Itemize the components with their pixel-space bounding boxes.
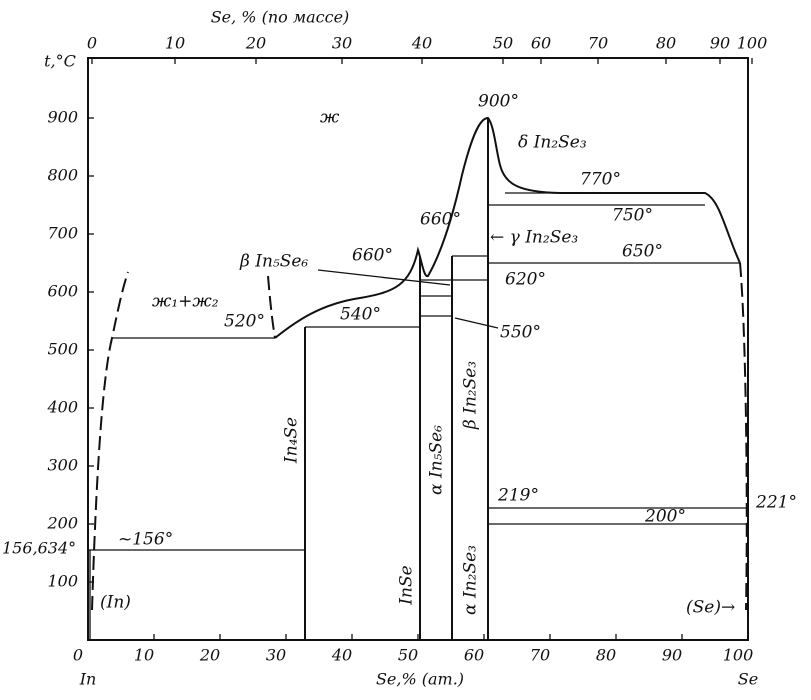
bottom-axis-title: Se,% (ат.) bbox=[376, 670, 464, 689]
label: 540° bbox=[340, 305, 381, 325]
top-tick-label: 80 bbox=[656, 34, 676, 53]
bottom-tick-label: 0 bbox=[73, 646, 83, 665]
label: ← γ In₂Se₃ bbox=[490, 228, 578, 248]
label: β In₅Se₆ bbox=[239, 252, 308, 272]
label: 660° bbox=[420, 210, 461, 230]
bottom-tick-label: 20 bbox=[199, 646, 220, 665]
top-tick-label: 20 bbox=[245, 34, 266, 53]
frame bbox=[87, 57, 749, 641]
label: InSe bbox=[397, 565, 417, 605]
label: ж bbox=[320, 108, 340, 128]
phase-lines bbox=[88, 116, 748, 640]
label: ~156° bbox=[118, 530, 173, 550]
labels: ж 900° δ In₂Se₃ 770° 750° 660° ← γ In₂Se… bbox=[2, 92, 797, 618]
label: α In₅Se₆ bbox=[427, 425, 447, 495]
left-axis-title: t,°C bbox=[44, 52, 76, 71]
label: 750° bbox=[612, 206, 653, 226]
bottom-tick-label: 30 bbox=[266, 646, 286, 665]
left-tick-label: 900 bbox=[47, 108, 78, 127]
left-end: In bbox=[79, 670, 97, 689]
bottom-tick-label: 10 bbox=[134, 646, 154, 665]
label: 900° bbox=[478, 92, 519, 112]
axes: Se, % (по массе) t,°C Se,% (ат.) In Se 0… bbox=[44, 8, 767, 689]
label: (In) bbox=[100, 593, 131, 613]
left-tick-label: 400 bbox=[46, 398, 78, 417]
bottom-tick-label: 60 bbox=[464, 646, 484, 665]
top-tick-label: 40 bbox=[411, 34, 432, 53]
bottom-tick-label: 90 bbox=[662, 646, 682, 665]
label: ж₁+ж₂ bbox=[152, 292, 219, 312]
label: δ In₂Se₃ bbox=[518, 133, 587, 153]
label: 650° bbox=[622, 242, 663, 262]
label: 200° bbox=[644, 507, 686, 527]
left-tick-label: 300 bbox=[47, 456, 78, 475]
bottom-tick-label: 100 bbox=[723, 646, 754, 665]
label: 660° bbox=[352, 246, 393, 266]
label: 219° bbox=[497, 486, 539, 506]
bottom-tick-label: 80 bbox=[596, 646, 616, 665]
top-tick-label: 10 bbox=[165, 34, 185, 53]
liquidus bbox=[274, 116, 741, 339]
left-tick-label: 500 bbox=[47, 340, 78, 359]
pointer bbox=[454, 317, 499, 329]
label: 156,634° bbox=[2, 539, 76, 558]
label: α In₂Se₃ bbox=[461, 545, 481, 615]
bottom-tick-label: 70 bbox=[530, 646, 550, 665]
top-tick-label: 90 bbox=[710, 34, 730, 53]
label: 520° bbox=[224, 312, 265, 332]
label: 221° bbox=[755, 493, 797, 513]
left-tick-label: 200 bbox=[46, 514, 78, 533]
pointer bbox=[317, 269, 451, 286]
top-axis-title: Se, % (по массе) bbox=[211, 8, 350, 27]
left-tick-label: 700 bbox=[47, 224, 78, 243]
bottom-tick-label: 50 bbox=[398, 646, 418, 665]
left-tick-label: 100 bbox=[47, 572, 78, 591]
label: 770° bbox=[580, 170, 621, 190]
label: (Se)→ bbox=[686, 598, 735, 618]
liquidus-se bbox=[739, 262, 748, 611]
liquidus-in bbox=[91, 271, 129, 611]
label: In₄Se bbox=[282, 417, 302, 464]
bottom-tick-label: 40 bbox=[331, 646, 352, 665]
label: 550° bbox=[500, 323, 541, 343]
label: β In₂Se₃ bbox=[461, 361, 481, 430]
label: 620° bbox=[505, 270, 546, 290]
miscibility-gap bbox=[267, 275, 276, 339]
top-tick-label: 100 bbox=[737, 34, 768, 53]
top-tick-label: 30 bbox=[332, 34, 352, 53]
top-tick-label: 0 bbox=[87, 34, 97, 53]
left-tick-label: 600 bbox=[47, 282, 78, 301]
left-tick-label: 800 bbox=[47, 166, 78, 185]
top-tick-label: 70 bbox=[588, 34, 608, 53]
top-tick-label: 50 bbox=[493, 34, 513, 53]
right-end: Se bbox=[738, 670, 758, 689]
top-tick-label: 60 bbox=[531, 34, 551, 53]
